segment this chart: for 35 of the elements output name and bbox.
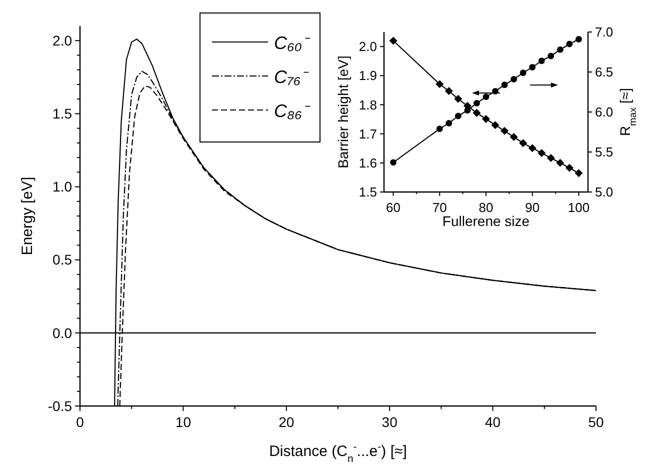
y-tick-label: 0.0 [52, 324, 72, 341]
x-tick-label: 40 [485, 414, 501, 430]
y-axis-title: Barrier height [eV] [335, 56, 351, 168]
y2-tick-label: 6.0 [595, 104, 614, 120]
x-tick-label: 100 [568, 200, 590, 215]
y-tick-label: 0.5 [52, 252, 72, 268]
y-tick-label: 1.6 [358, 155, 377, 170]
y-tick-label: -0.5 [48, 398, 72, 414]
x-tick-label: 20 [278, 414, 294, 430]
x-tick-label: 30 [382, 414, 398, 430]
y-tick-label: 1.0 [52, 178, 72, 195]
x-tick-label: 70 [432, 200, 447, 215]
x-axis-title: Fullerene size [442, 213, 530, 229]
y-tick-label: 1.5 [358, 184, 377, 200]
y-tick-label: 1.7 [358, 126, 377, 142]
y-tick-label: 2.0 [52, 32, 72, 49]
y-tick-label: 1.8 [358, 97, 377, 112]
y2-tick-label: 6.5 [595, 64, 614, 80]
legend-label: C₈₆⁻ [274, 101, 311, 121]
y2-tick-label: 7.0 [595, 24, 614, 40]
y2-tick-label: 5.5 [595, 144, 614, 160]
y-tick-label: 1.9 [358, 68, 377, 84]
x-tick-label: 90 [525, 200, 540, 215]
legend-label: C₆₀⁻ [274, 33, 311, 53]
x-tick-label: 60 [386, 200, 401, 215]
y2-tick-label: 5.0 [595, 184, 614, 200]
x-tick-label: 80 [478, 200, 494, 215]
legend-label: C₇₆⁻ [274, 67, 310, 87]
x-tick-label: 10 [175, 414, 192, 430]
x-tick-label: 50 [588, 414, 604, 430]
y-tick-label: 1.5 [52, 106, 72, 122]
x-tick-label: 0 [76, 414, 84, 430]
y-axis-title: Energy [eV] [19, 176, 36, 256]
x-axis-title: Distance (C$_{n}$$^{-}$...e$^{-}$) [≈] [269, 441, 407, 465]
y-tick-label: 2.0 [358, 39, 377, 54]
